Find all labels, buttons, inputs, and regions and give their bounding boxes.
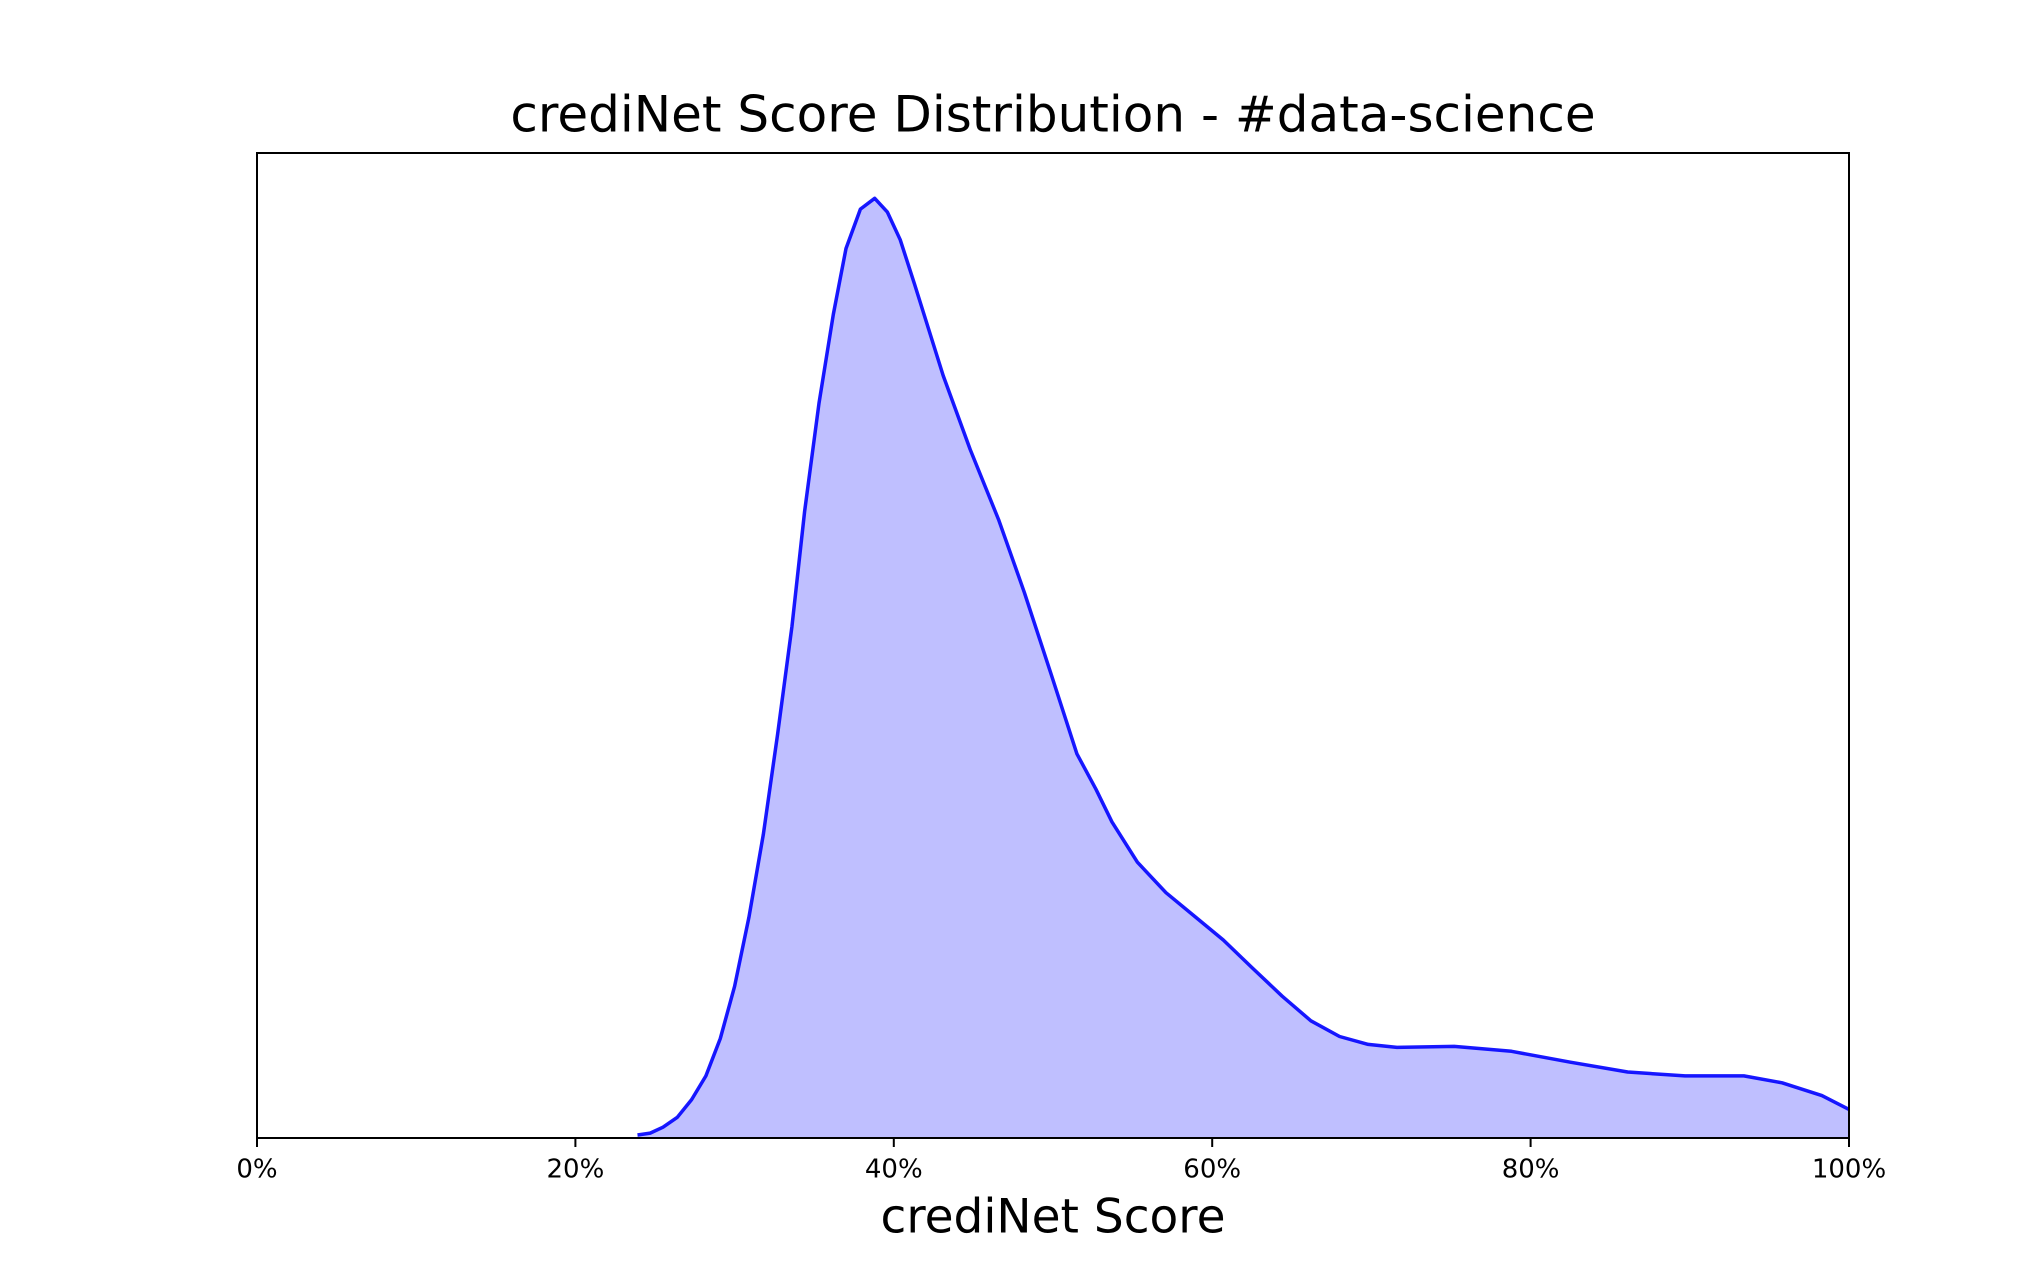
density-line [637,196,1850,1137]
x-tick-label: 40% [865,1155,923,1185]
x-tick-label: 0% [236,1155,277,1185]
chart-title: crediNet Score Distribution - #data-scie… [510,86,1595,144]
area-fill [637,198,1849,1139]
x-tick-label: 60% [1183,1155,1241,1185]
x-axis-label: crediNet Score [880,1190,1225,1245]
x-tick-label: 20% [547,1155,605,1185]
x-tick-label: 80% [1502,1155,1560,1185]
plot-frame [256,152,1850,1139]
x-tick-label: 100% [1812,1155,1886,1185]
